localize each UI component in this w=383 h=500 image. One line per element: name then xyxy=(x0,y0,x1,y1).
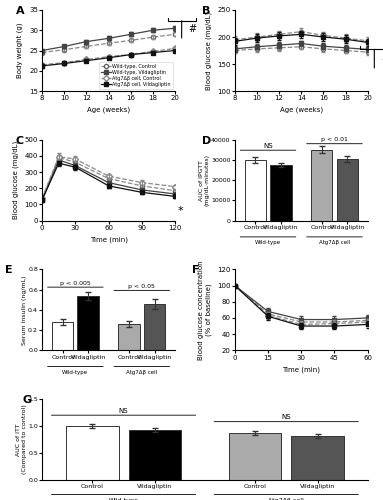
Bar xyxy=(118,324,140,350)
Text: p < 0.005: p < 0.005 xyxy=(60,280,91,285)
Text: NS: NS xyxy=(119,408,128,414)
Y-axis label: Blood glucose (mg/dL): Blood glucose (mg/dL) xyxy=(205,12,211,90)
X-axis label: Age (weeks): Age (weeks) xyxy=(87,107,130,114)
Text: *: * xyxy=(178,206,183,216)
Y-axis label: Blood glucose concentration
(% of baseline): Blood glucose concentration (% of baseli… xyxy=(198,260,211,360)
Text: Atg7Δβ cell: Atg7Δβ cell xyxy=(268,498,304,500)
Bar xyxy=(291,436,344,480)
Bar xyxy=(129,430,181,480)
Text: #: # xyxy=(381,54,383,64)
Y-axis label: Blood glucose (mg/dL): Blood glucose (mg/dL) xyxy=(12,141,19,220)
Y-axis label: Serum insulin (ng/mL): Serum insulin (ng/mL) xyxy=(22,275,27,344)
X-axis label: Time (min): Time (min) xyxy=(90,236,128,243)
Text: NS: NS xyxy=(263,142,273,148)
Text: E: E xyxy=(5,266,13,276)
Text: B: B xyxy=(201,6,210,16)
Text: C: C xyxy=(16,136,24,145)
Text: Wild-type: Wild-type xyxy=(108,498,139,500)
Bar xyxy=(337,159,358,220)
Bar xyxy=(270,165,291,220)
Y-axis label: AUC of ITT
(Compared to control): AUC of ITT (Compared to control) xyxy=(16,404,27,474)
Y-axis label: Body weight (g): Body weight (g) xyxy=(17,23,23,78)
Bar xyxy=(77,296,99,350)
Bar xyxy=(52,322,73,350)
Text: Atg7Δβ cell: Atg7Δβ cell xyxy=(319,240,350,245)
Bar xyxy=(311,150,332,220)
Text: Atg7Δβ cell: Atg7Δβ cell xyxy=(126,370,157,375)
Bar xyxy=(144,304,165,350)
Text: NS: NS xyxy=(282,414,291,420)
Text: Wild-type: Wild-type xyxy=(255,240,281,245)
Text: G: G xyxy=(23,395,32,405)
Text: p < 0.01: p < 0.01 xyxy=(321,137,348,142)
Text: F: F xyxy=(192,266,200,276)
Y-axis label: AUC of IPGTT
(mg/dL·minutes): AUC of IPGTT (mg/dL·minutes) xyxy=(199,154,210,206)
Text: Wild-type: Wild-type xyxy=(62,370,88,375)
Text: A: A xyxy=(16,6,24,16)
Text: #: # xyxy=(188,24,196,34)
X-axis label: Time (min): Time (min) xyxy=(282,366,320,372)
Bar xyxy=(66,426,118,480)
Text: p < 0.05: p < 0.05 xyxy=(128,284,155,289)
Bar xyxy=(229,433,281,480)
Bar xyxy=(244,160,266,220)
X-axis label: Age (weeks): Age (weeks) xyxy=(280,107,323,114)
Legend: Wild-type, Control, Wild-type, Vildagliptin, Atg7Δβ cell, Control, Atg7Δβ cell, : Wild-type, Control, Wild-type, Vildaglip… xyxy=(99,62,173,88)
Text: D: D xyxy=(201,136,211,145)
